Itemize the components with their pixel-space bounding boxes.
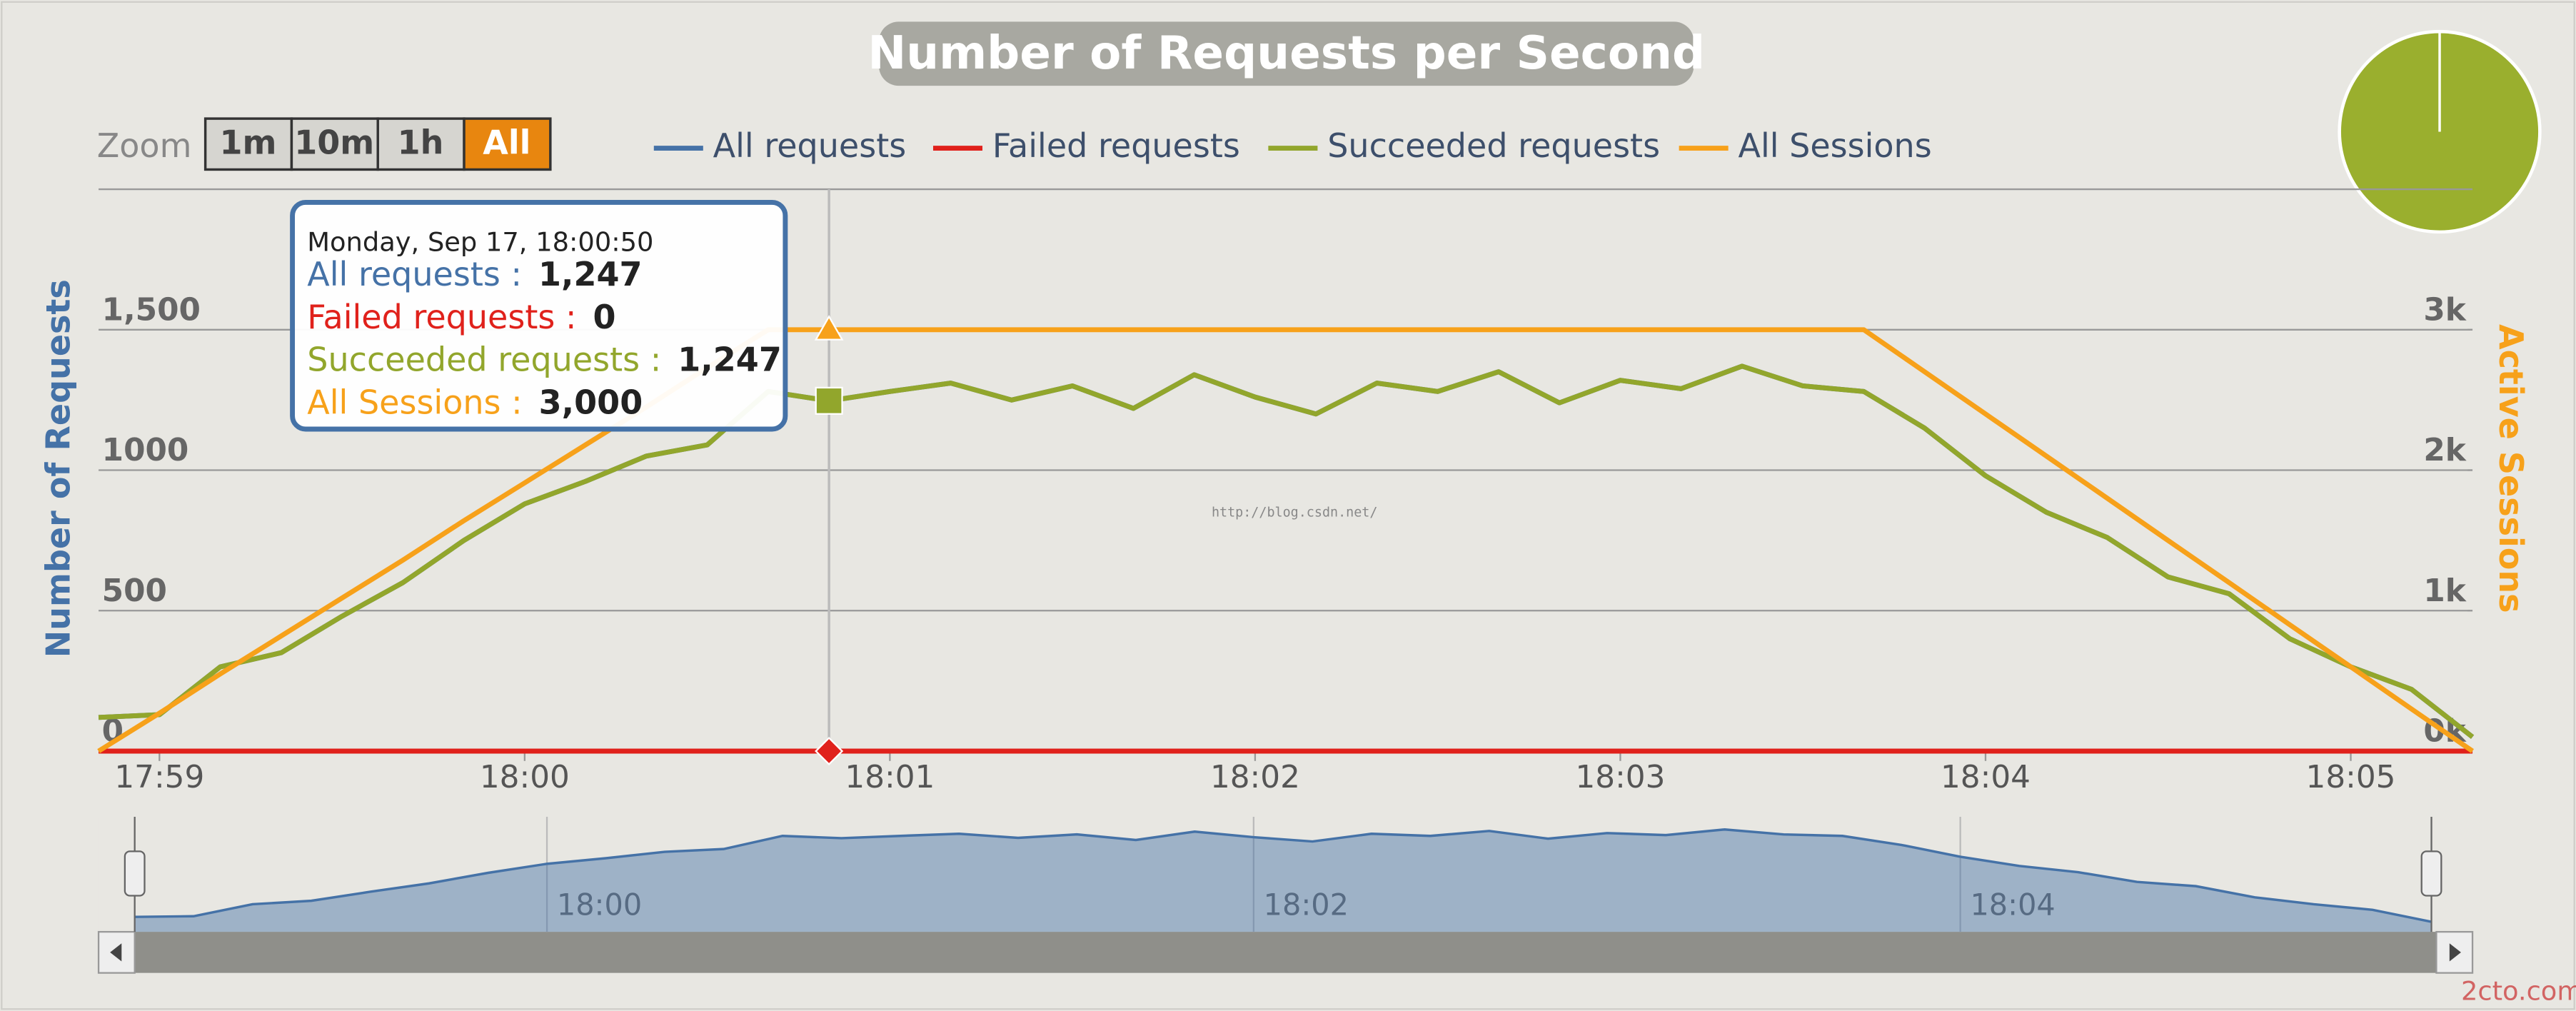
zoom-button[interactable] bbox=[463, 117, 552, 171]
zoom-button[interactable] bbox=[290, 117, 379, 171]
tooltip-row: Failed requests : 0 bbox=[307, 297, 615, 336]
y2-tick-label: 2k bbox=[2423, 432, 2466, 468]
y2-axis-title: Active Sessions bbox=[2492, 324, 2530, 613]
scrollbar[interactable] bbox=[99, 932, 2473, 973]
zoom-label: Zoom bbox=[97, 126, 192, 165]
legend-label[interactable]: All Sessions bbox=[1738, 126, 1931, 165]
x-tick-label: 18:01 bbox=[845, 759, 935, 795]
x-tick-label: 17:59 bbox=[114, 759, 204, 795]
navigator-handle[interactable] bbox=[2420, 850, 2442, 897]
tooltip-label: All Sessions : bbox=[307, 383, 522, 421]
series-line bbox=[97, 327, 2474, 753]
y2-tick-label: 3k bbox=[2423, 291, 2466, 328]
navigator-tick-label: 18:02 bbox=[1264, 888, 1349, 922]
zoom-button-label[interactable]: 10m bbox=[294, 123, 374, 161]
legend-label[interactable]: Failed requests bbox=[992, 126, 1240, 165]
tooltip-value: 0 bbox=[593, 297, 615, 336]
tooltip-label: Succeeded requests : bbox=[307, 340, 661, 378]
tooltip-label: All requests : bbox=[307, 255, 522, 293]
point-marker bbox=[814, 315, 844, 341]
tooltip-value: 1,247 bbox=[538, 255, 643, 293]
series-line bbox=[98, 363, 2475, 739]
x-tick-label: 18:04 bbox=[1941, 759, 2031, 795]
navigator-handle[interactable] bbox=[124, 850, 146, 897]
chart-title: Number of Requests per Second bbox=[867, 26, 1705, 80]
y2-tick-label: 1k bbox=[2423, 573, 2466, 609]
y-tick-label: 1,500 bbox=[102, 291, 201, 328]
tooltip-header: Monday, Sep 17, 18:00:50 bbox=[307, 226, 653, 257]
y-tick-label: 1000 bbox=[102, 432, 189, 468]
tooltip-value: 1,247 bbox=[678, 340, 782, 378]
point-marker bbox=[815, 736, 844, 766]
tooltip-row: Succeeded requests : 1,247 bbox=[307, 340, 782, 378]
x-tick-label: 18:03 bbox=[1575, 759, 1665, 795]
zoom-button-label[interactable]: All bbox=[483, 123, 530, 161]
y-axis-title: Number of Requests bbox=[39, 279, 78, 658]
navigator-area bbox=[134, 829, 2432, 932]
navigator-line bbox=[134, 828, 2432, 923]
navigator-tick-label: 18:04 bbox=[1970, 888, 2055, 922]
tooltip-row: All Sessions : 3,000 bbox=[307, 383, 643, 421]
legend-label[interactable]: All requests bbox=[713, 126, 907, 165]
navigator-tick-label: 18:00 bbox=[557, 888, 642, 922]
tooltip-label: Failed requests : bbox=[307, 297, 576, 336]
zoom-button-label[interactable]: 1h bbox=[398, 123, 444, 161]
title-badge bbox=[879, 21, 1694, 86]
zoom-button[interactable] bbox=[203, 117, 293, 171]
navigator-bg bbox=[99, 817, 2473, 932]
arrow bbox=[2449, 943, 2461, 962]
point-marker bbox=[815, 386, 843, 415]
x-tick-label: 18:02 bbox=[1210, 759, 1300, 795]
zoom-button[interactable] bbox=[376, 117, 466, 171]
watermark: 2cto.com bbox=[2461, 976, 2576, 1007]
legend-label[interactable]: Succeeded requests bbox=[1327, 126, 1660, 165]
tooltip bbox=[290, 200, 788, 432]
y-tick-label: 500 bbox=[102, 573, 167, 609]
zoom-button-label[interactable]: 1m bbox=[219, 123, 276, 161]
arrow bbox=[110, 943, 122, 962]
tooltip-row: All requests : 1,247 bbox=[307, 255, 642, 293]
tooltip-value: 3,000 bbox=[539, 383, 643, 421]
x-tick-label: 18:05 bbox=[2306, 759, 2396, 795]
watermark: http://blog.csdn.net/ bbox=[1212, 505, 1378, 520]
x-tick-label: 18:00 bbox=[480, 759, 570, 795]
